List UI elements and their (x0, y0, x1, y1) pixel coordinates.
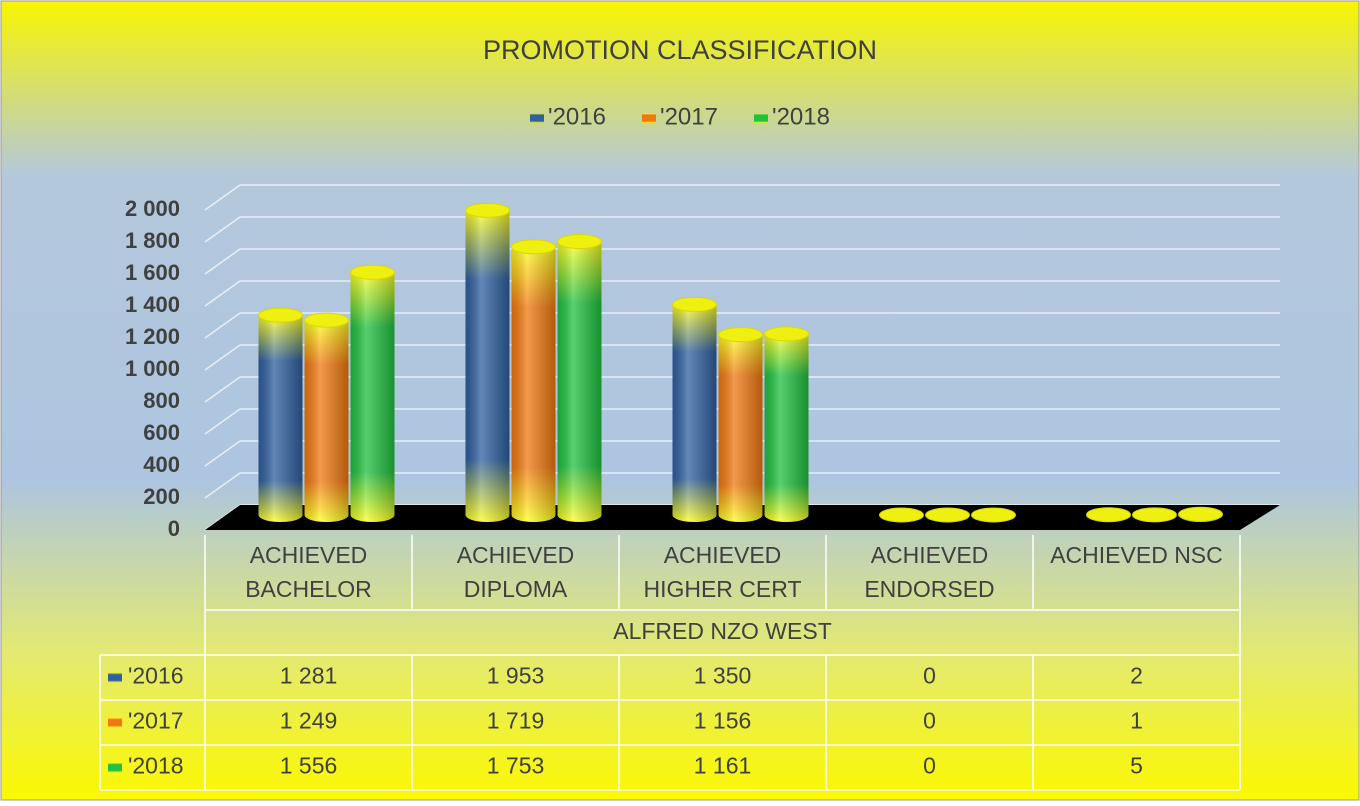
table-series-label: '2018 (128, 753, 184, 779)
table-value: 1 281 (280, 663, 338, 689)
bar-shade (511, 246, 556, 523)
grid-line (204, 408, 1280, 435)
category-label: ACHIEVED HIGHER CERT (643, 542, 801, 602)
category-label: ACHIEVED DIPLOMA (457, 542, 575, 602)
bar-cap (764, 326, 809, 342)
bar-cap (1086, 507, 1131, 523)
legend-label: '2018 (772, 103, 830, 130)
bar-cap (925, 507, 970, 523)
table-value: 1 (1130, 708, 1143, 734)
legend-swatch (754, 113, 768, 123)
grid-line (204, 216, 1280, 243)
bar-shade (557, 241, 602, 523)
y-tick-label: 2 000 (125, 196, 180, 221)
bar-cap (1178, 506, 1223, 522)
legend-swatch (530, 113, 544, 123)
bar-cap (511, 239, 556, 255)
chart-title: PROMOTION CLASSIFICATION (483, 35, 877, 65)
grid-line (204, 440, 1280, 467)
bar-shade (764, 333, 809, 523)
bar-cap (879, 507, 924, 523)
table-value: 1 350 (694, 663, 752, 689)
table-value: 0 (923, 753, 936, 779)
bar-cap (557, 234, 602, 250)
table-value: 1 753 (487, 753, 545, 779)
bar-cap (304, 312, 349, 328)
grid-line (204, 376, 1280, 403)
bar-cap (971, 507, 1016, 523)
legend-label: '2017 (660, 103, 718, 130)
table-value: 0 (923, 663, 936, 689)
bar-cap (350, 264, 395, 280)
bar-cap (258, 307, 303, 323)
bar-shade (350, 272, 395, 522)
table-swatch (108, 717, 122, 728)
y-tick-label: 600 (143, 420, 180, 445)
category-label: ACHIEVED NSC (1050, 542, 1223, 568)
legend-swatch (642, 113, 656, 123)
table-swatch (108, 672, 122, 683)
grid-line (204, 248, 1280, 275)
bar-cap (1132, 507, 1177, 523)
table-value: 1 161 (694, 753, 752, 779)
grid-line (204, 280, 1280, 307)
table-swatch (108, 762, 122, 773)
bar-cap (718, 327, 763, 343)
y-tick-label: 1 800 (125, 228, 180, 253)
table-series-label: '2017 (128, 708, 184, 734)
y-tick-label: 800 (143, 388, 180, 413)
y-tick-label: 1 400 (125, 292, 180, 317)
y-tick-label: 0 (168, 516, 180, 541)
table-value: 2 (1130, 663, 1143, 689)
bar-cap (672, 296, 717, 312)
table-value: 1 719 (487, 708, 545, 734)
table-value: 5 (1130, 753, 1143, 779)
bar-shade (258, 315, 303, 523)
bar-shade (672, 304, 717, 523)
table-series-label: '2016 (128, 663, 184, 689)
grid-line (204, 344, 1280, 371)
table-value: 1 953 (487, 663, 545, 689)
group-label: ALFRED NZO WEST (613, 618, 832, 644)
legend-label: '2016 (548, 103, 606, 130)
y-tick-label: 1 200 (125, 324, 180, 349)
bar-shade (304, 320, 349, 523)
table-value: 1 556 (280, 753, 338, 779)
table-value: 0 (923, 708, 936, 734)
bar-cap (465, 202, 510, 218)
grid-line (204, 184, 1280, 211)
table-value: 1 249 (280, 708, 338, 734)
category-label: ACHIEVED ENDORSED (864, 542, 994, 602)
category-label: ACHIEVED BACHELOR (245, 542, 372, 602)
y-tick-label: 1 600 (125, 260, 180, 285)
grid-line (204, 472, 1280, 499)
y-tick-label: 400 (143, 452, 180, 477)
grid-line (204, 312, 1280, 339)
bar-shade (718, 334, 763, 523)
bar-shade (465, 210, 510, 523)
y-tick-label: 200 (143, 484, 180, 509)
y-tick-label: 1 000 (125, 356, 180, 381)
table-value: 1 156 (694, 708, 752, 734)
